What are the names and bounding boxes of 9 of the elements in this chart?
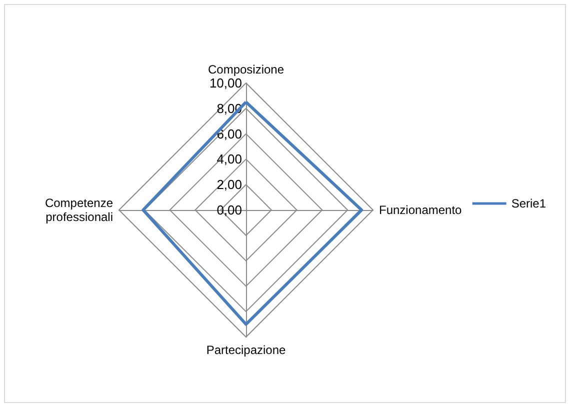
spoke-label: Composizione: [208, 62, 284, 77]
spoke-label: Competenze professionali: [44, 196, 114, 224]
legend-label: Serie1: [511, 196, 546, 210]
spoke-label: Funzionamento: [379, 203, 462, 217]
y-tick-label: 2,00: [216, 177, 242, 192]
y-tick-label: 0,00: [216, 202, 242, 218]
spoke-label: Partecipazione: [206, 343, 286, 357]
y-tick-label: 10,00: [209, 76, 242, 90]
y-tick-label: 4,00: [216, 152, 242, 167]
